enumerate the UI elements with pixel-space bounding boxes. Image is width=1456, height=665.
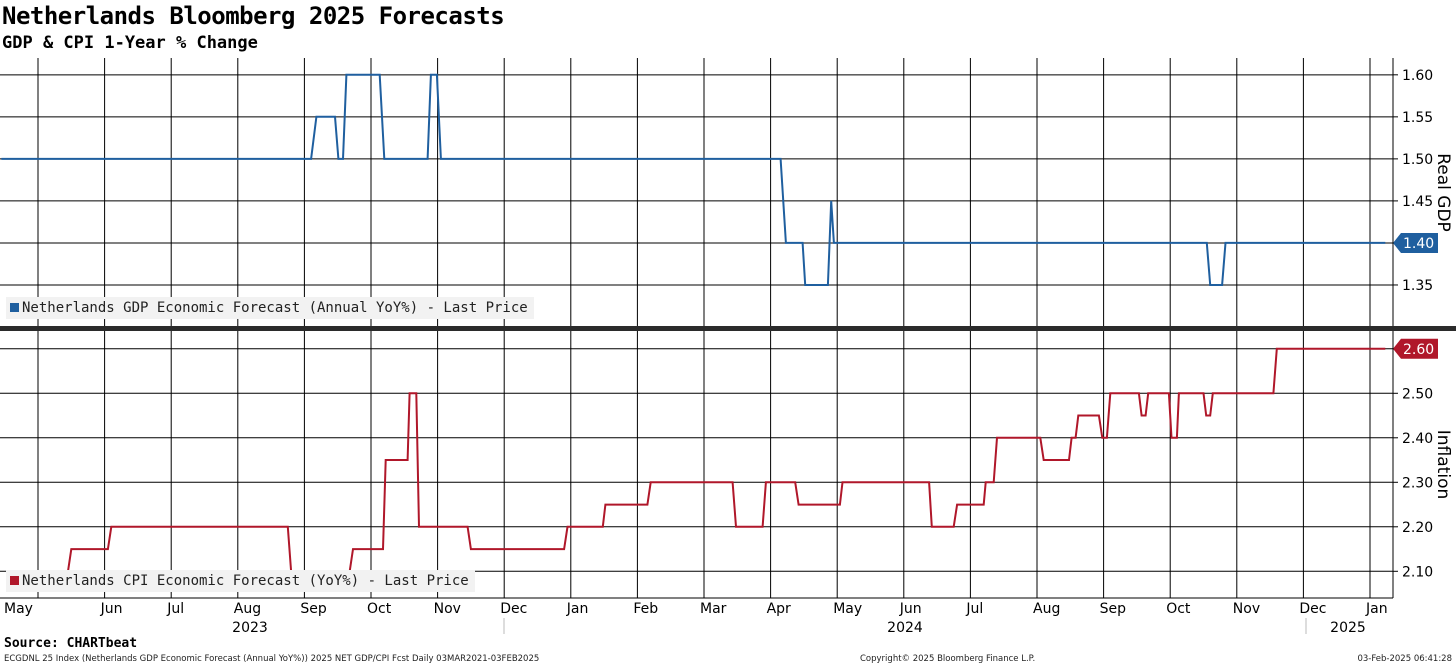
gdp-y-tick-label: 1.35 <box>1402 278 1433 294</box>
x-tick-label: Jan <box>566 601 589 617</box>
gdp-y-tick-label: 1.60 <box>1402 68 1433 84</box>
gdp-y-tick-label: 1.45 <box>1402 194 1433 210</box>
cpi-series-line <box>44 347 1386 573</box>
gdp-last-value-label: 1.40 <box>1403 236 1434 252</box>
x-tick-label: May <box>4 601 33 617</box>
cpi-y-tick-label: 2.40 <box>1402 431 1433 447</box>
year-label: 2023 <box>232 620 268 636</box>
x-tick-label: Nov <box>434 601 461 617</box>
x-tick-label: Feb <box>633 601 658 617</box>
gdp-legend: Netherlands GDP Economic Forecast (Annua… <box>6 297 534 319</box>
footer-copyright: Copyright© 2025 Bloomberg Finance L.P. <box>860 654 1036 664</box>
x-tick-label: Dec <box>500 601 527 617</box>
x-tick-label: Sep <box>1100 601 1127 617</box>
chart-subtitle: GDP & CPI 1-Year % Change <box>2 33 258 53</box>
gdp-y-tick-label: 1.55 <box>1402 110 1433 126</box>
cpi-y-tick-label: 2.30 <box>1402 475 1433 491</box>
x-tick-label: May <box>833 601 862 617</box>
year-label: 2024 <box>887 620 923 636</box>
gdp-series-line <box>1 73 1386 286</box>
x-tick-label: Jul <box>166 601 184 617</box>
gdp-y-axis-title: Real GDP <box>1433 153 1453 232</box>
x-tick-label: Oct <box>367 601 392 617</box>
footer-index-info: ECGDNL 25 Index (Netherlands GDP Economi… <box>4 654 540 664</box>
cpi-last-value-label: 2.60 <box>1403 342 1434 358</box>
gdp-legend-label: Netherlands GDP Economic Forecast (Annua… <box>22 300 528 316</box>
x-tick-label: Aug <box>234 601 261 617</box>
cpi-legend-swatch <box>10 576 19 585</box>
x-tick-label: Jun <box>100 601 123 617</box>
x-tick-label: Oct <box>1166 601 1191 617</box>
panel-separator <box>0 326 1456 331</box>
x-tick-label: Nov <box>1233 601 1260 617</box>
chart-title: Netherlands Bloomberg 2025 Forecasts <box>2 2 505 30</box>
cpi-y-tick-label: 2.20 <box>1402 520 1433 536</box>
cpi-legend-label: Netherlands CPI Economic Forecast (YoY%)… <box>22 573 469 589</box>
x-tick-label: Jul <box>965 601 983 617</box>
cpi-y-tick-label: 2.10 <box>1402 564 1433 580</box>
gdp-last-value-tag <box>1393 232 1438 253</box>
x-tick-label: Jun <box>899 601 922 617</box>
x-tick-label: Mar <box>700 601 727 617</box>
source-note: Source: CHARTbeat <box>4 636 138 651</box>
cpi-y-axis-title: Inflation <box>1433 430 1453 499</box>
x-tick-label: Aug <box>1033 601 1060 617</box>
year-label: 2025 <box>1330 620 1366 636</box>
gdp-y-tick-label: 1.50 <box>1402 152 1433 168</box>
gdp-legend-swatch <box>10 303 19 312</box>
cpi-y-tick-label: 2.50 <box>1402 386 1433 402</box>
cpi-last-value-tag <box>1393 338 1438 359</box>
x-tick-label: Jan <box>1365 601 1388 617</box>
cpi-legend: Netherlands CPI Economic Forecast (YoY%)… <box>6 570 475 592</box>
x-tick-label: Dec <box>1299 601 1326 617</box>
x-tick-label: Sep <box>300 601 327 617</box>
x-tick-label: Apr <box>767 601 791 617</box>
footer-timestamp: 03-Feb-2025 06:41:28 <box>1357 654 1452 664</box>
